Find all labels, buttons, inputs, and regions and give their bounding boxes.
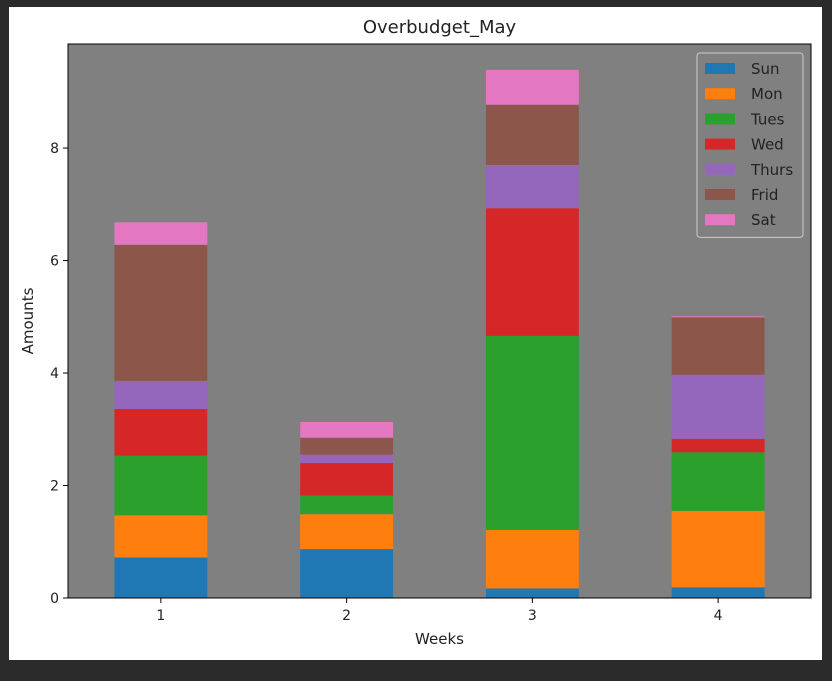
plot-frame xyxy=(67,43,812,599)
y-tick-label: 6 xyxy=(50,254,59,270)
legend-label-frid: Frid xyxy=(751,186,778,204)
bar-segment-sat-week-3 xyxy=(485,69,579,105)
bar-segment-tues-week-3 xyxy=(485,335,579,530)
x-tick-label: 3 xyxy=(528,608,537,624)
y-tick-label: 8 xyxy=(50,141,59,157)
bars-layer xyxy=(114,69,765,598)
legend-label-wed: Wed xyxy=(751,136,784,154)
bar-segment-wed-week-3 xyxy=(485,208,579,336)
x-tick-label: 4 xyxy=(714,608,723,624)
bar-segment-sat-week-4 xyxy=(671,316,765,318)
bar-segment-mon-week-1 xyxy=(114,515,208,558)
bar-segment-sun-week-4 xyxy=(671,587,765,598)
legend: Sun Mon Tues Wed Thurs Frid Sat xyxy=(696,52,804,238)
bar-segment-thurs-week-3 xyxy=(485,164,579,209)
bar-segment-frid-week-2 xyxy=(300,437,394,455)
legend-swatch-sun xyxy=(705,63,735,74)
legend-label-mon: Mon xyxy=(751,85,783,103)
legend-label-sun: Sun xyxy=(751,60,780,78)
axes-layer: 1 2 3 4 0 2 4 6 8 xyxy=(50,43,812,624)
bar-segment-wed-week-2 xyxy=(300,463,394,496)
stacked-bar-chart: 1 2 3 4 0 2 4 6 8 Overbudget_May Weeks Amounts S… xyxy=(19,17,812,648)
bar-segment-tues-week-1 xyxy=(114,455,208,516)
y-tick-label: 2 xyxy=(50,479,59,495)
x-tick-label: 2 xyxy=(342,608,351,624)
bar-segment-mon-week-2 xyxy=(300,514,394,550)
y-tick-label: 0 xyxy=(50,591,59,607)
bar-segment-frid-week-1 xyxy=(114,244,208,381)
legend-label-thurs: Thurs xyxy=(750,161,793,179)
legend-swatch-tues xyxy=(705,113,735,125)
chart-figure: 1 2 3 4 0 2 4 6 8 Overbudget_May Weeks Amounts S… xyxy=(9,7,822,660)
bar-segment-thurs-week-4 xyxy=(671,374,765,439)
bar-segment-tues-week-4 xyxy=(671,452,765,511)
bar-segment-sun-week-1 xyxy=(114,557,208,598)
legend-label-tues: Tues xyxy=(750,110,785,128)
legend-label-sat: Sat xyxy=(751,211,776,229)
x-tick-label: 1 xyxy=(156,608,165,624)
legend-swatch-sat xyxy=(705,214,735,226)
y-tick-label: 4 xyxy=(50,366,59,382)
bar-segment-thurs-week-1 xyxy=(114,380,208,410)
bar-segment-sun-week-2 xyxy=(300,549,394,598)
x-axis-label: Weeks xyxy=(415,630,464,648)
bar-segment-sat-week-2 xyxy=(300,421,394,438)
bar-segment-sat-week-1 xyxy=(114,222,208,245)
bar-segment-wed-week-4 xyxy=(671,438,765,453)
chart-title: Overbudget_May xyxy=(363,17,517,38)
bar-segment-frid-week-3 xyxy=(485,104,579,165)
legend-swatch-mon xyxy=(705,88,735,100)
bar-segment-wed-week-1 xyxy=(114,409,208,456)
bar-segment-thurs-week-2 xyxy=(300,454,394,464)
bar-segment-mon-week-3 xyxy=(485,529,579,589)
bar-segment-frid-week-4 xyxy=(671,317,765,375)
bar-segment-mon-week-4 xyxy=(671,510,765,588)
legend-swatch-thurs xyxy=(705,163,735,175)
bar-segment-sun-week-3 xyxy=(485,588,579,598)
y-axis-label: Amounts xyxy=(19,287,37,354)
bar-segment-tues-week-2 xyxy=(300,495,394,515)
legend-swatch-frid xyxy=(705,189,735,200)
legend-swatch-wed xyxy=(705,138,735,150)
